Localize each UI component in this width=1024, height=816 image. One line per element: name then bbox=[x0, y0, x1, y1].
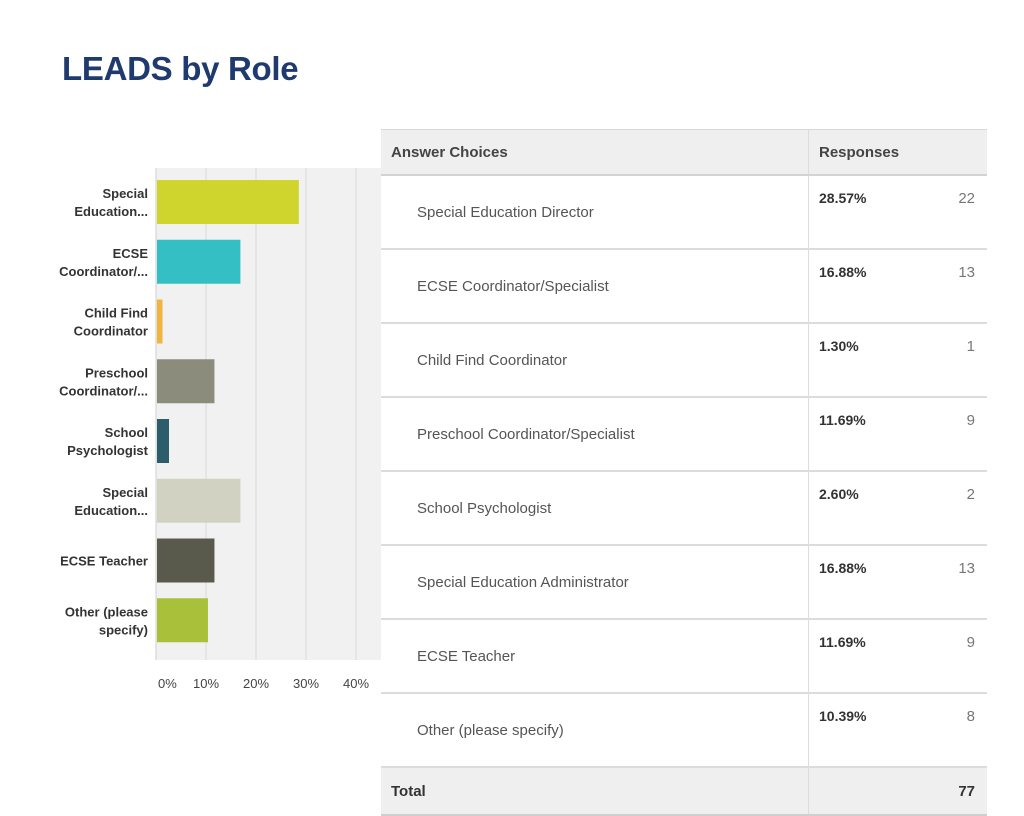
tick-label: 40% bbox=[343, 676, 369, 691]
tick-label: 0% bbox=[158, 676, 177, 691]
percent-cell: 16.88% bbox=[808, 545, 930, 620]
count-cell: 22 bbox=[930, 175, 987, 250]
choice-cell: Special Education Director bbox=[381, 175, 809, 250]
category-label: ECSE bbox=[113, 246, 149, 261]
category-label: Coordinator/... bbox=[59, 383, 148, 398]
table-row: ECSE Teacher 11.69% 9 bbox=[381, 619, 987, 694]
category-label: Coordinator/... bbox=[59, 264, 148, 279]
table-row: School Psychologist 2.60% 2 bbox=[381, 471, 987, 546]
count-cell: 9 bbox=[930, 619, 987, 694]
category-label: Special bbox=[102, 186, 148, 201]
percent-cell: 16.88% bbox=[808, 249, 930, 324]
table-row: Other (please specify) 10.39% 8 bbox=[381, 693, 987, 768]
percent-cell: 11.69% bbox=[808, 397, 930, 472]
category-label: specify) bbox=[99, 622, 148, 637]
count-cell: 13 bbox=[930, 249, 987, 324]
table-header-row: Answer Choices Responses bbox=[381, 129, 987, 176]
category-label: Child Find bbox=[84, 306, 148, 321]
bar bbox=[157, 478, 241, 523]
category-label: Education... bbox=[74, 204, 148, 219]
bar bbox=[157, 419, 169, 463]
choice-cell: Special Education Administrator bbox=[381, 545, 809, 620]
bar bbox=[157, 299, 163, 344]
category-label: Special bbox=[102, 485, 148, 500]
bar bbox=[157, 598, 208, 643]
total-row: Total 77 bbox=[381, 767, 987, 816]
table-row: ECSE Coordinator/Specialist 16.88% 13 bbox=[381, 249, 987, 324]
count-cell: 1 bbox=[930, 323, 987, 398]
bar-chart: Special Education... ECSE Coordinator/... Ch… bbox=[59, 168, 381, 691]
category-label: School bbox=[105, 425, 148, 440]
percent-cell: 28.57% bbox=[808, 175, 930, 250]
bar bbox=[157, 359, 215, 404]
percent-cell: 11.69% bbox=[808, 619, 930, 694]
header-answer-choices: Answer Choices bbox=[381, 129, 809, 176]
responses-table: Answer Choices Responses Special Educati… bbox=[381, 129, 987, 816]
count-cell: 2 bbox=[930, 471, 987, 546]
tick-label: 10% bbox=[193, 676, 219, 691]
count-cell: 8 bbox=[930, 693, 987, 768]
choice-cell: ECSE Teacher bbox=[381, 619, 809, 694]
bar bbox=[157, 180, 299, 224]
choice-cell: ECSE Coordinator/Specialist bbox=[381, 249, 809, 324]
category-label: Preschool bbox=[85, 365, 148, 380]
category-label: Psychologist bbox=[67, 443, 149, 458]
total-count: 77 bbox=[930, 767, 987, 816]
percent-cell: 10.39% bbox=[808, 693, 930, 768]
choice-cell: Child Find Coordinator bbox=[381, 323, 809, 398]
percent-cell: 2.60% bbox=[808, 471, 930, 546]
total-spacer bbox=[808, 767, 930, 816]
page-title: LEADS by Role bbox=[62, 50, 299, 87]
bar bbox=[157, 538, 215, 583]
tick-label: 20% bbox=[243, 676, 269, 691]
count-cell: 13 bbox=[930, 545, 987, 620]
header-responses: Responses bbox=[808, 129, 987, 176]
table-row: Preschool Coordinator/Specialist 11.69% 9 bbox=[381, 397, 987, 472]
percent-cell: 1.30% bbox=[808, 323, 930, 398]
total-label: Total bbox=[381, 767, 809, 816]
category-label: Coordinator bbox=[74, 324, 148, 339]
table-row: Child Find Coordinator 1.30% 1 bbox=[381, 323, 987, 398]
table-row: Special Education Director 28.57% 22 bbox=[381, 175, 987, 250]
table-row: Special Education Administrator 16.88% 13 bbox=[381, 545, 987, 620]
bar bbox=[157, 239, 241, 284]
choice-cell: Other (please specify) bbox=[381, 693, 809, 768]
tick-label: 30% bbox=[293, 676, 319, 691]
category-label: Education... bbox=[74, 503, 148, 518]
choice-cell: Preschool Coordinator/Specialist bbox=[381, 397, 809, 472]
count-cell: 9 bbox=[930, 397, 987, 472]
category-label: Other (please bbox=[65, 604, 148, 619]
category-label: ECSE Teacher bbox=[60, 554, 148, 569]
choice-cell: School Psychologist bbox=[381, 471, 809, 546]
